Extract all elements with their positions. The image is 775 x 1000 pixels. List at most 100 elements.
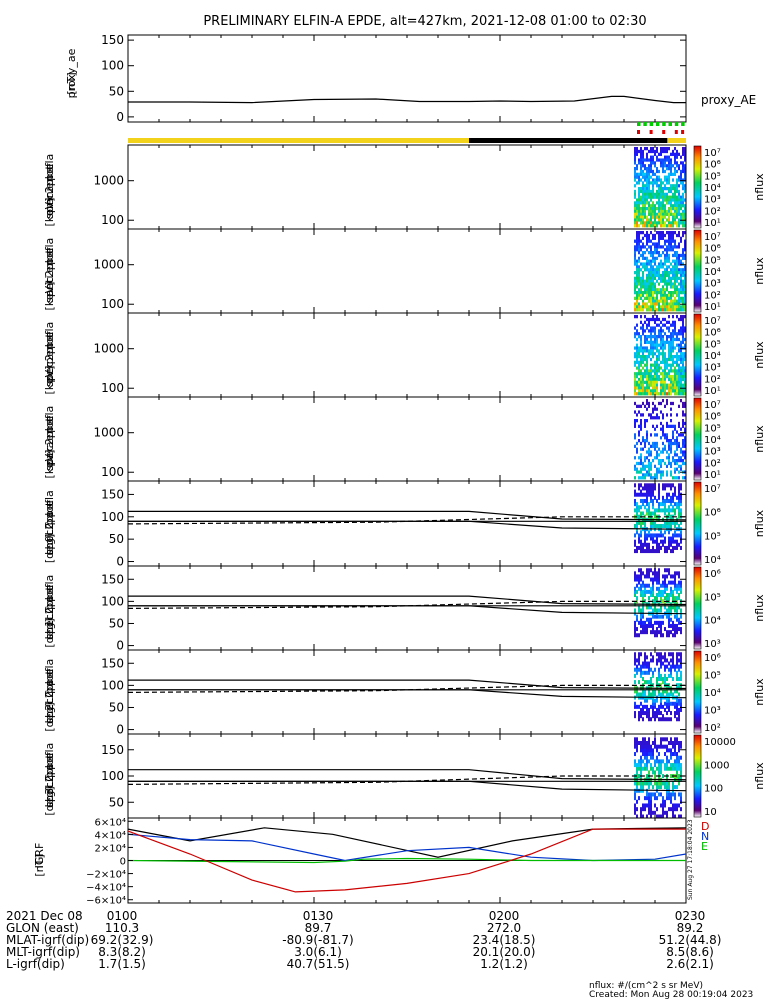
pitch-angle-3-ylabel-line: ch2LC bbox=[43, 690, 56, 724]
pitch-angle-3-pixel bbox=[634, 711, 636, 716]
pitch-angle-4-pixel bbox=[670, 755, 672, 760]
spectrogram-3-pixel bbox=[664, 360, 666, 364]
spectrogram-3-pixel bbox=[672, 323, 674, 327]
igrf-ytick-label: −2×10⁴ bbox=[86, 870, 126, 881]
spectrogram-2-pixel bbox=[650, 302, 652, 306]
pitch-angle-4-pixel bbox=[644, 781, 646, 786]
spectrogram-1-pixel bbox=[672, 184, 674, 188]
spectrogram-1-pixel bbox=[648, 149, 650, 154]
spectrogram-1-pixel bbox=[666, 158, 668, 162]
pitch-angle-3-pixel bbox=[676, 652, 678, 657]
pitch-angle-2-pixel bbox=[668, 608, 670, 613]
spectrogram-2-pixel bbox=[640, 253, 642, 258]
spectrogram-1-pixel bbox=[652, 224, 654, 228]
spectrogram-3-pixel bbox=[638, 389, 640, 393]
spectrogram-4-pixel bbox=[668, 424, 670, 428]
pitch-angle-4-pixel bbox=[674, 737, 676, 742]
pitch-angle-2-pixel bbox=[648, 568, 650, 573]
pitch-angle-4-ylabel-line: spec2plot bbox=[43, 754, 56, 808]
spectrogram-3-pixel bbox=[672, 363, 674, 367]
spectrogram-1-pixel bbox=[664, 209, 666, 214]
pitch-angle-4-pixel bbox=[636, 781, 638, 786]
spectrogram-1-pixel bbox=[664, 224, 666, 228]
pitch-angle-3-pixel bbox=[642, 664, 644, 669]
spectrogram-1-pixel bbox=[640, 172, 642, 176]
pitch-angle-2-pixel bbox=[664, 627, 666, 632]
pitch-angle-3-pixel bbox=[672, 677, 674, 682]
spectrogram-2-pixel bbox=[638, 279, 640, 283]
pitch-angle-4-pixel bbox=[656, 759, 658, 764]
spectrogram-3-pixel bbox=[684, 380, 686, 384]
pitch-angle-2-pixel bbox=[674, 586, 676, 591]
spectrogram-2-pixel bbox=[678, 268, 680, 272]
spectrogram-1-pixel bbox=[678, 201, 680, 205]
spectrogram-1-pixel bbox=[676, 152, 678, 156]
spectrogram-4-pixel bbox=[656, 476, 658, 480]
pitch-angle-4-pixel bbox=[638, 796, 640, 801]
pitch-angle-3-pixel bbox=[678, 701, 680, 706]
pitch-angle-3-pixel bbox=[650, 652, 652, 657]
spectrogram-2-pixel bbox=[672, 305, 674, 309]
pitch-angle-3-pixel bbox=[634, 673, 636, 678]
spectrogram-3-pixel bbox=[644, 340, 646, 344]
spectrogram-1-pixel bbox=[642, 155, 644, 159]
pitch-angle-2-pixel bbox=[638, 568, 640, 573]
spectrogram-3-ylabel-line: en bbox=[43, 343, 56, 357]
spectrogram-2-pixel bbox=[634, 291, 636, 295]
spectrogram-4-pixel bbox=[662, 416, 664, 420]
pitch-angle-4-pixel bbox=[670, 807, 672, 812]
spectrogram-1-pixel bbox=[634, 215, 636, 219]
pitch-angle-3-pixel bbox=[678, 692, 680, 697]
spectrogram-3-pixel bbox=[656, 392, 658, 396]
pitch-angle-4-pixel bbox=[676, 763, 678, 768]
spectrogram-2-pixel bbox=[674, 231, 676, 235]
spectrogram-3-pixel bbox=[646, 380, 648, 384]
spectrogram-1-pixel bbox=[650, 204, 652, 208]
pitch-angle-2-pixel bbox=[644, 630, 646, 635]
pitch-angle-4-pixel bbox=[668, 807, 670, 812]
spectrogram-1-pixel bbox=[650, 181, 652, 185]
spectrogram-2-pixel bbox=[658, 236, 660, 240]
spectrogram-1-pixel bbox=[648, 201, 650, 205]
pitch-angle-2-pixel bbox=[640, 620, 642, 625]
spectrogram-2-pixel bbox=[636, 302, 638, 306]
spectrogram-1-pixel bbox=[678, 224, 680, 228]
spectrogram-2-pixel bbox=[650, 253, 652, 258]
pitch-angle-4-pixel bbox=[672, 792, 674, 797]
pitch-angle-4-pixel bbox=[634, 781, 636, 786]
pitch-angle-2-pixel bbox=[650, 589, 652, 594]
pitch-angle-4-pixel bbox=[648, 799, 650, 804]
spectrogram-4-pixel bbox=[636, 419, 638, 423]
spectrogram-1-pixel bbox=[644, 184, 646, 188]
spectrogram-4-colorbar-label: nflux bbox=[753, 425, 766, 453]
spectrogram-2-pixel bbox=[654, 296, 656, 300]
pitch-angle-4-pixel bbox=[636, 748, 638, 753]
spectrogram-2-pixel bbox=[658, 233, 660, 238]
spectrogram-3-pixel bbox=[652, 352, 654, 356]
pitch-angle-1-pixel bbox=[646, 533, 648, 538]
spectrogram-2-pixel bbox=[678, 296, 680, 300]
spectrogram-2-pixel bbox=[650, 251, 652, 255]
spectrogram-1-ylabel-line: [keV] bbox=[43, 198, 56, 227]
pitch-angle-1-pixel bbox=[650, 511, 652, 516]
pitch-angle-3-pixel bbox=[680, 677, 682, 682]
pitch-angle-1-pixel bbox=[664, 545, 666, 550]
spectrogram-2-pixel bbox=[650, 259, 652, 263]
pitch-angle-2-pixel bbox=[634, 627, 636, 632]
pitch-angle-1-pixel bbox=[662, 498, 664, 503]
pitch-angle-3-pixel bbox=[634, 658, 636, 663]
pitch-angle-3-pixel bbox=[652, 698, 654, 703]
spectrogram-3-pixel bbox=[666, 386, 668, 390]
spectrogram-1-pixel bbox=[680, 155, 682, 159]
spectrogram-2-pixel bbox=[642, 265, 644, 269]
pitch-angle-3-pixel bbox=[678, 698, 680, 703]
pitch-angle-3-pixel bbox=[644, 664, 646, 669]
spectrogram-4-pixel bbox=[666, 439, 668, 443]
spectrogram-3-pixel bbox=[656, 389, 658, 393]
pitch-angle-3-pixel bbox=[660, 658, 662, 663]
spectrogram-1-pixel bbox=[650, 161, 652, 165]
pitch-angle-1-pixel bbox=[648, 489, 650, 494]
pitch-angle-3-pixel bbox=[674, 664, 676, 669]
spectrogram-4-pixel bbox=[638, 430, 640, 434]
pitch-angle-1-pixel bbox=[658, 545, 660, 550]
